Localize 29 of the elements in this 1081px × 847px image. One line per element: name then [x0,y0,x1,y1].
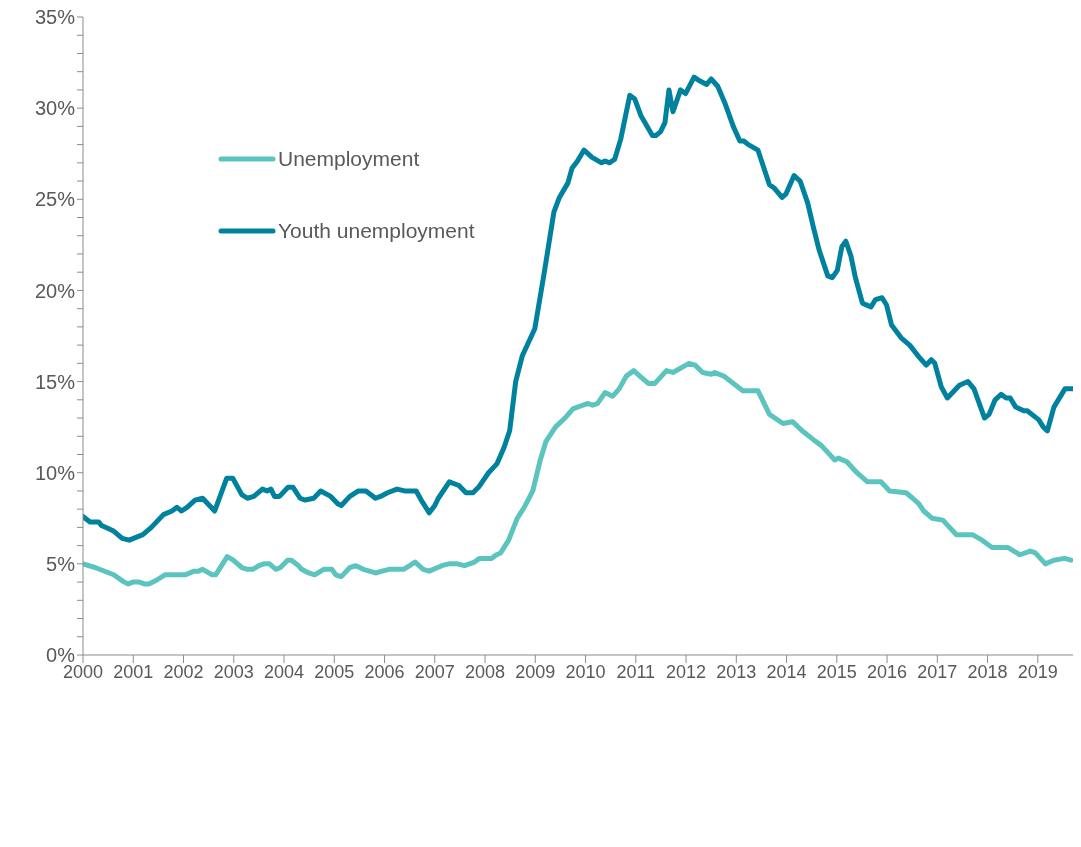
legend-label: Unemployment [278,147,420,171]
x-tick-label: 2006 [364,661,405,682]
x-tick-label: 2011 [616,661,656,682]
y-tick-label: 5% [46,552,76,575]
y-tick-label: 25% [34,188,76,211]
y-tick-label: 10% [34,461,76,484]
x-tick-label: 2007 [414,661,455,682]
x-tick-label: 2012 [666,661,707,682]
x-tick-label: 2001 [113,661,154,682]
x-tick-label: 2017 [917,661,958,682]
y-tick-label: 35% [34,6,76,29]
x-tick-label: 2003 [213,661,254,682]
y-tick-label: 20% [34,279,76,302]
x-tick-label: 2009 [515,661,556,682]
x-tick-label: 2015 [816,661,857,682]
x-tick-label: 2002 [163,661,204,682]
x-tick-label: 2004 [263,661,305,682]
y-tick-label: 30% [34,97,76,120]
x-tick-label: 2010 [565,661,606,682]
x-tick-label: 2000 [62,661,104,682]
x-tick-label: 2013 [716,661,757,682]
x-tick-label: 2008 [465,661,506,682]
x-tick-label: 2016 [867,661,908,682]
y-tick-label: 15% [34,370,76,393]
x-tick-label: 2014 [766,661,807,682]
x-tick-label: 2005 [314,661,355,682]
x-tick-label: 2019 [1017,661,1058,682]
x-tick-label: 2018 [967,661,1008,682]
legend-label: Youth unemployment [278,219,475,243]
